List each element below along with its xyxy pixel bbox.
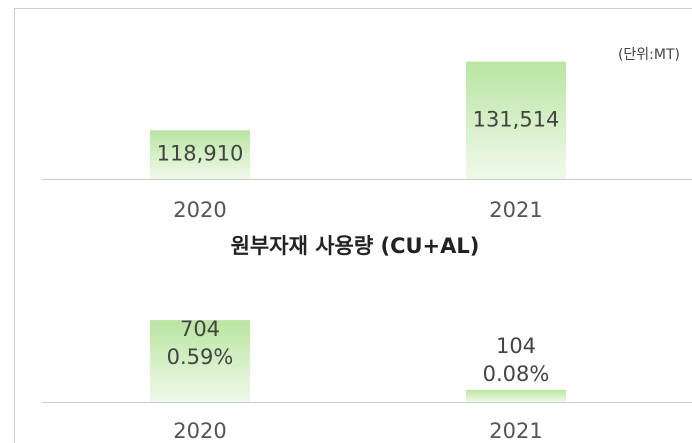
- x-tick-label: 2020: [173, 198, 226, 222]
- value-label: 704: [180, 317, 220, 341]
- bar: [150, 320, 250, 402]
- value-label: 118,910: [157, 142, 244, 166]
- bar: [466, 389, 566, 402]
- x-tick-label: 2021: [489, 419, 542, 443]
- x-tick-label: 2021: [489, 198, 542, 222]
- share-label: 0.08%: [483, 362, 550, 386]
- chart-title: 원부자재 사용량 (CU+AL): [231, 234, 480, 258]
- share-label: 0.59%: [167, 345, 234, 369]
- value-label: 104: [496, 334, 536, 358]
- bar: [150, 130, 250, 179]
- x-tick-label: 2020: [173, 419, 226, 443]
- unit-label: (단위:MT): [618, 47, 680, 63]
- bar: [466, 61, 566, 180]
- value-label: 131,514: [473, 107, 560, 131]
